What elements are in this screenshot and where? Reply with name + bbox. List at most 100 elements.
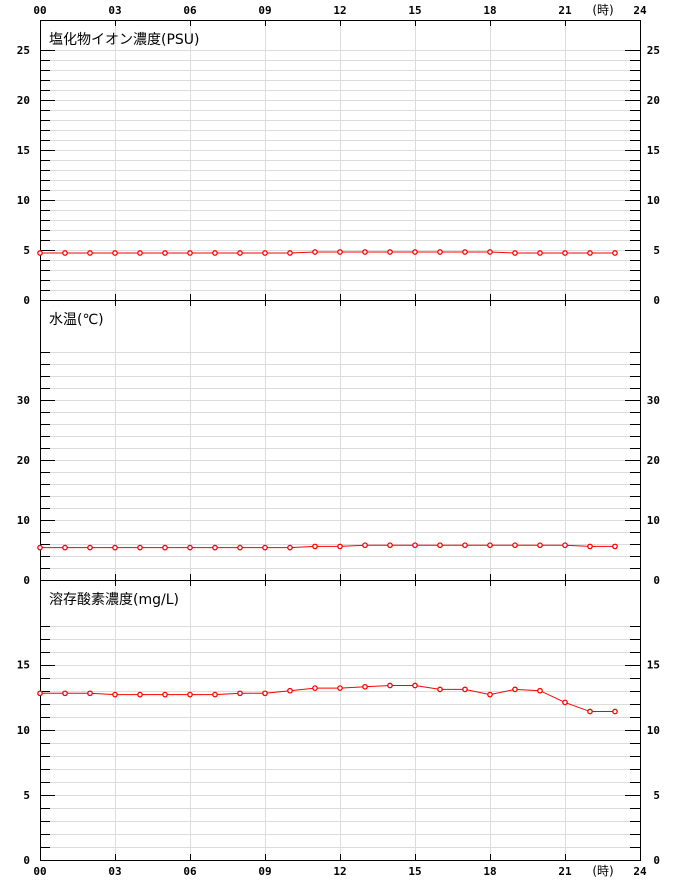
x-tick-label-top: 15 [408,4,421,17]
data-point [187,691,193,698]
data-point [387,682,393,689]
y-tick-label-right: 0 [653,294,660,307]
y-tick-label: 15 [17,144,30,157]
data-point [337,685,343,691]
data-point [337,543,343,550]
x-unit-label: (時) [592,864,613,878]
data-point [537,542,543,549]
data-point [237,250,243,256]
data-point [437,686,443,693]
y-tick-label: 15 [17,659,30,672]
data-point [62,250,68,256]
data-point [612,543,618,550]
data-point [37,544,43,551]
series-line [40,684,615,713]
data-point [487,249,493,255]
y-tick-label: 20 [17,94,30,107]
x-tick-label-top: 21 [558,4,572,17]
data-point [137,691,143,698]
data-point [262,690,268,697]
data-point [37,690,43,697]
data-point [87,690,93,697]
series-line [40,544,615,549]
y-tick-label-right: 15 [647,144,660,157]
data-point [462,249,468,255]
x-tick-label-bottom: 15 [408,865,421,878]
y-tick-label-right: 20 [647,94,660,107]
y-tick-label: 10 [17,514,30,527]
y-tick-label: 25 [17,44,30,57]
data-point [137,250,143,256]
data-point [387,542,393,549]
data-point [612,250,618,256]
series-line [40,251,615,254]
x-tick-label-bottom: 18 [483,865,496,878]
panel-2: 0 0 5 5 10 10 15 15 溶存酸素濃度(mg/L) [17,580,660,867]
data-point [562,699,568,706]
y-tick-label: 0 [23,854,30,867]
y-tick-label-right: 25 [647,44,660,57]
panel-frame [40,580,641,861]
data-point [112,250,118,256]
x-unit-label: (時) [592,3,613,17]
data-point [537,250,543,256]
data-point [212,691,218,698]
data-point [312,543,318,550]
y-tick-label-right: 0 [653,574,660,587]
data-point [487,691,493,698]
x-tick-label-top: 09 [258,4,271,17]
y-tick-label: 10 [17,724,30,737]
x-tick-label-top: 12 [333,4,346,17]
x-tick-label-bottom: 24 [633,865,647,878]
data-point [237,690,243,697]
data-point [62,544,68,551]
data-point [262,544,268,551]
data-point [287,687,293,694]
x-tick-label-top: 24 [633,4,647,17]
data-point [462,686,468,693]
x-tick-label-bottom: 12 [333,865,346,878]
x-tick-label-top: 03 [108,4,121,17]
data-point [512,686,518,693]
data-point [212,544,218,551]
data-point [62,690,68,697]
x-tick-label-bottom: 09 [258,865,271,878]
data-point [537,687,543,694]
data-point [87,250,93,256]
data-point [412,682,418,689]
y-tick-label-right: 0 [653,854,660,867]
data-point [512,542,518,549]
data-point [437,542,443,549]
data-point [237,544,243,551]
y-tick-label-right: 5 [653,244,660,257]
x-tick-label-bottom: 00 [33,865,46,878]
panel-1: 0 0 10 10 20 20 30 30 水温(℃) [17,300,660,587]
y-tick-label: 5 [23,789,30,802]
y-tick-label: 20 [17,454,30,467]
data-point [112,544,118,551]
data-point [512,250,518,256]
y-tick-label-right: 5 [653,789,660,802]
x-tick-label-bottom: 03 [108,865,121,878]
data-point [312,685,318,691]
panel-title: 塩化物イオン濃度(PSU) [49,32,200,48]
data-point [562,542,568,549]
data-point [137,544,143,551]
data-point [437,249,443,255]
data-point [37,250,43,256]
x-tick-label-bottom: 06 [183,865,197,878]
data-point [262,250,268,256]
y-tick-label: 30 [17,394,30,407]
data-point [387,249,393,255]
data-point [312,249,318,255]
data-point [587,250,593,256]
data-point [562,250,568,256]
panel-title: 水温(℃) [49,312,104,328]
x-tick-label-top: 18 [483,4,496,17]
y-tick-label-right: 10 [647,514,660,527]
data-point [362,683,368,690]
y-tick-label: 0 [23,294,30,307]
y-tick-label: 5 [23,244,30,257]
panel-0: 0 0 5 5 10 10 15 15 20 20 25 25 塩化物イオン濃度(PSU) [17,20,660,307]
